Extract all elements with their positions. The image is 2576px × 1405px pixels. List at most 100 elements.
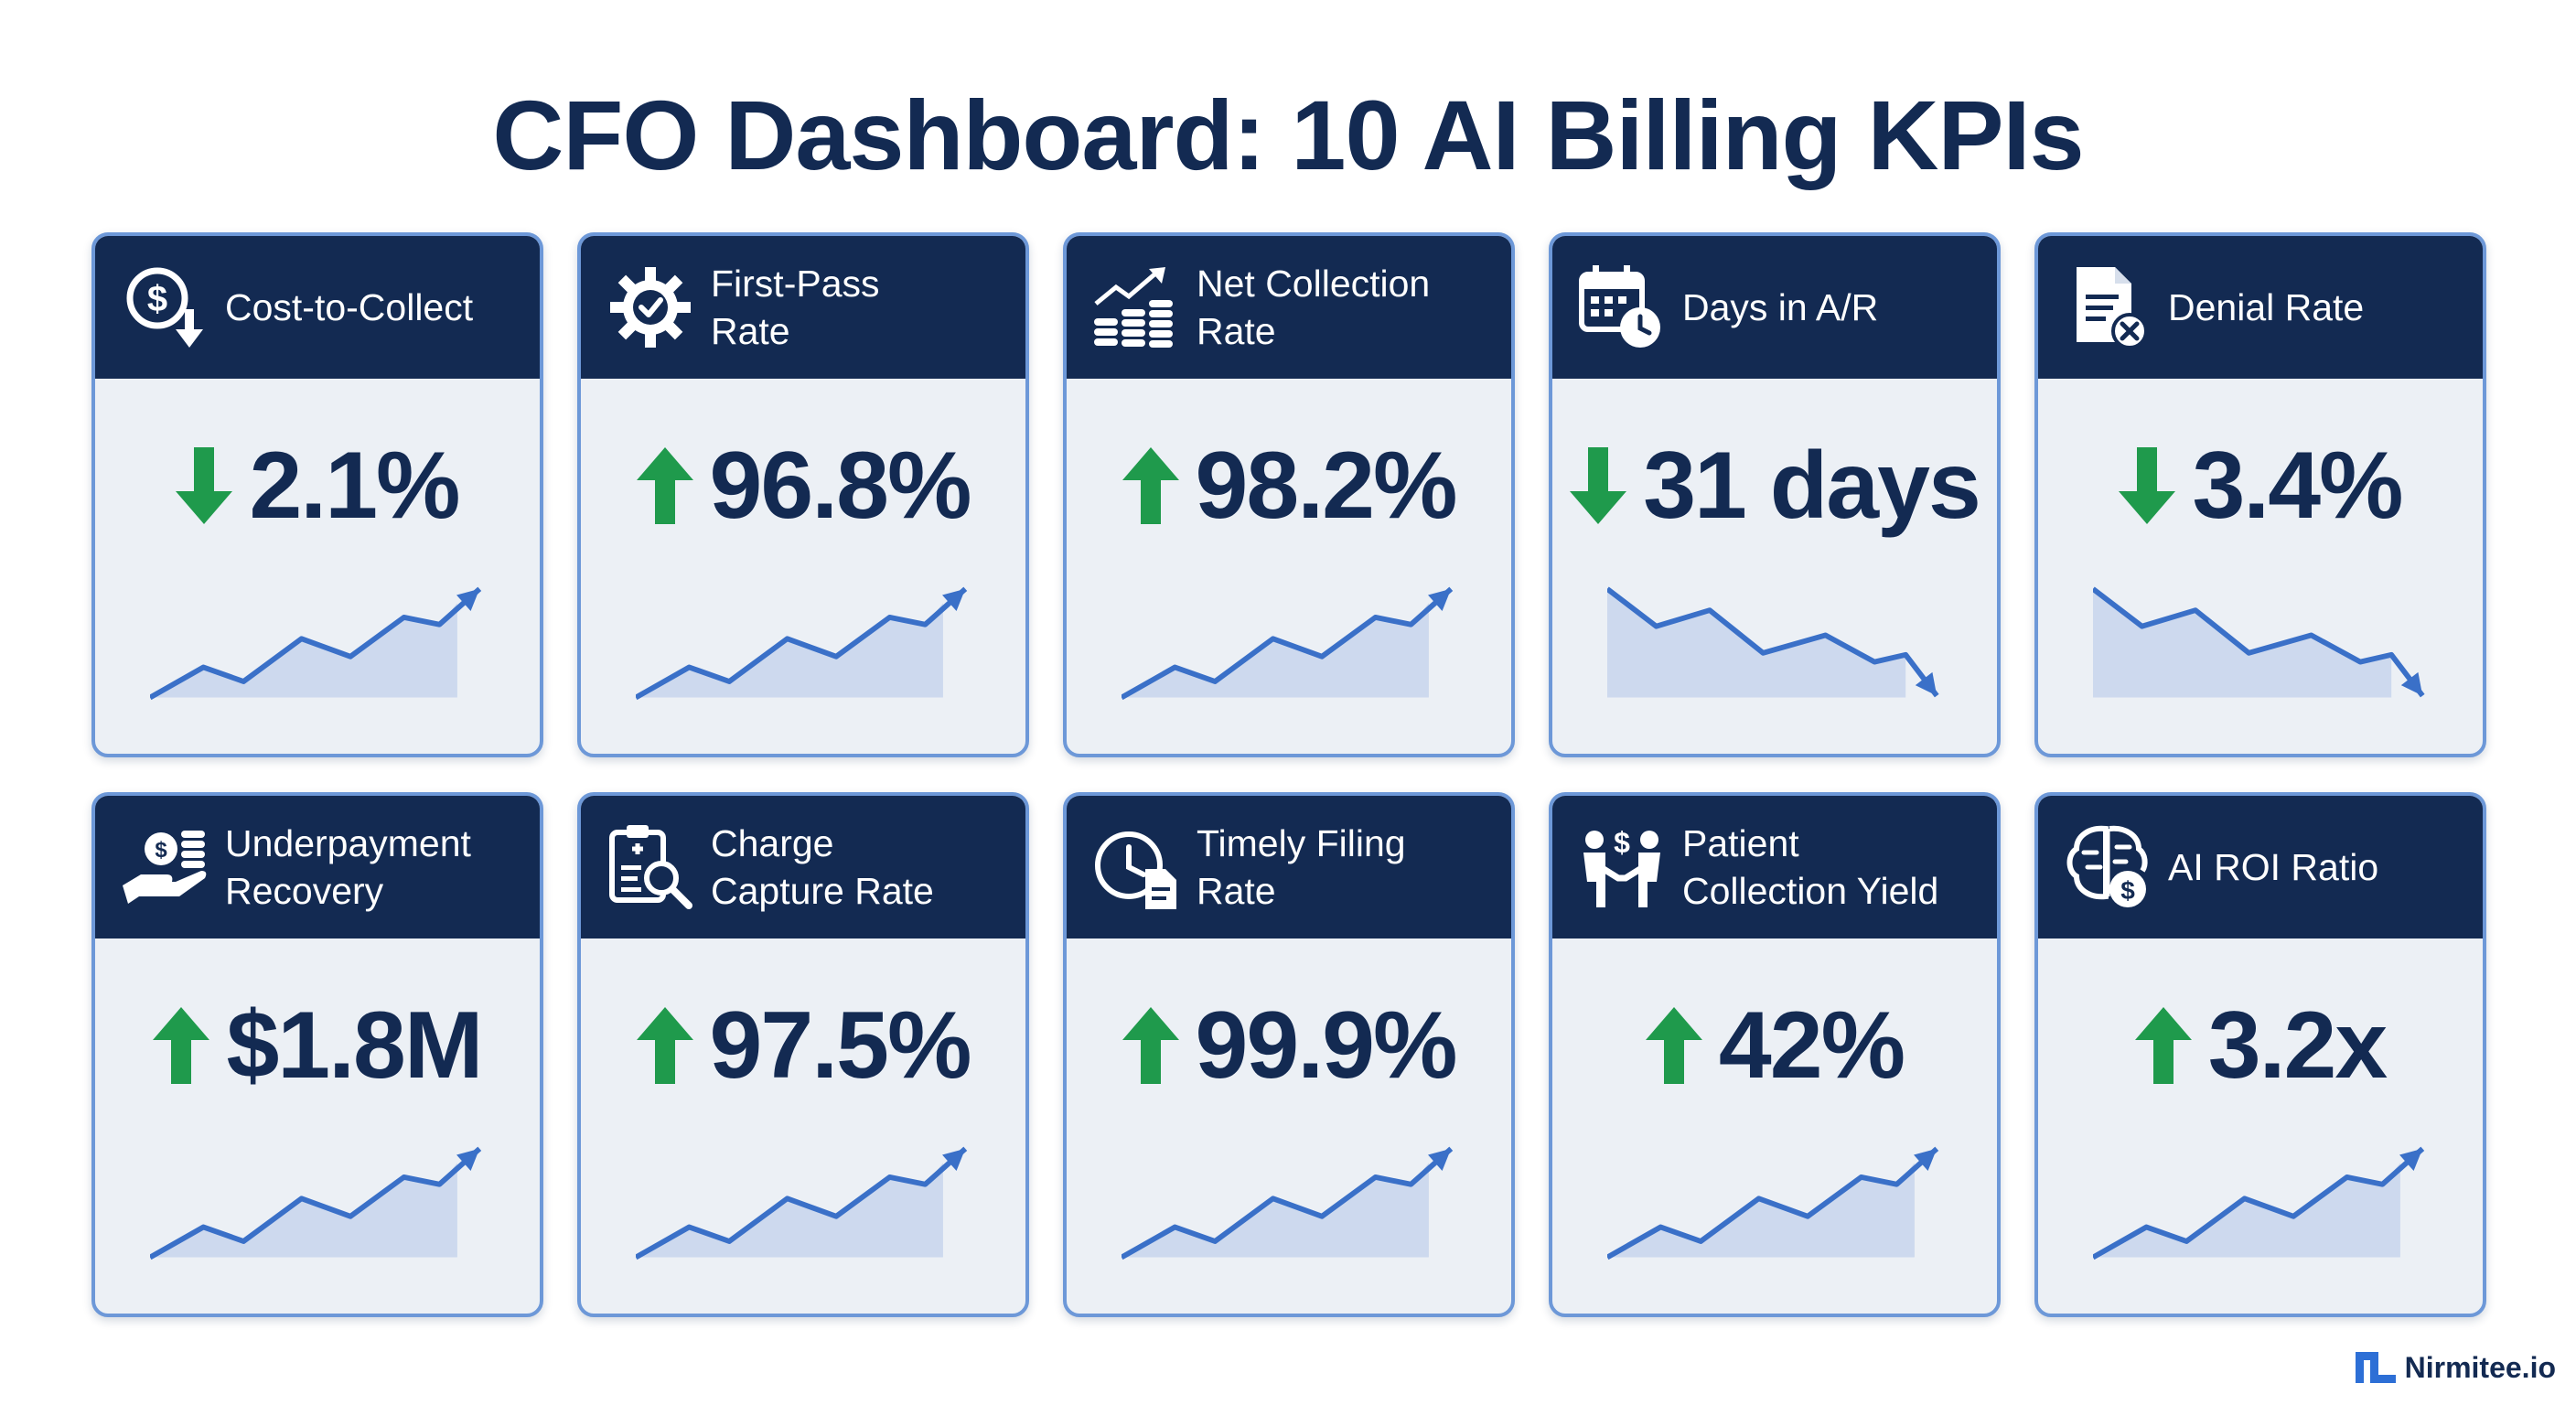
kpi-label: Days in A/R: [1682, 286, 1879, 328]
arrow-up-icon: [1122, 1007, 1179, 1084]
kpi-value: 31 days: [1643, 433, 1981, 539]
arrow-down-icon: [176, 447, 233, 524]
kpi-label: Timely Filing Rate: [1197, 822, 1406, 912]
kpi-value: 42%: [1718, 992, 1905, 1099]
kpi-card-header: Net Collection Rate: [1067, 236, 1511, 379]
arrow-up-icon: [2134, 1007, 2192, 1084]
kpi-card[interactable]: $ Underpayment Recovery $1.8M: [91, 792, 543, 1317]
kpi-value: 97.5%: [709, 992, 972, 1099]
trend-sparkline: [1607, 1146, 1939, 1260]
kpi-card-body: 2.1%: [95, 379, 540, 754]
sparkline-arrowhead: [2400, 671, 2423, 696]
kpi-card[interactable]: First-Pass Rate 96.8%: [577, 232, 1029, 757]
kpi-label: Underpayment Recovery: [225, 822, 471, 912]
sparkline-arrowhead: [456, 1148, 480, 1172]
trend-sparkline: [2093, 1146, 2425, 1260]
kpi-card[interactable]: Net Collection Rate 98.2%: [1063, 232, 1515, 757]
kpi-value: 96.8%: [709, 433, 972, 539]
brand-name: Nirmitee.io: [2404, 1350, 2556, 1384]
kpi-metric: 99.9%: [1067, 995, 1511, 1096]
kpi-metric: 97.5%: [581, 995, 1025, 1096]
kpi-label: Patient Collection Yield: [1682, 822, 1939, 912]
brand[interactable]: Nirmitee.io: [2355, 1350, 2556, 1385]
kpi-card-header: $ Patient Collection Yield: [1552, 796, 1997, 938]
kpi-card-body: $1.8M: [95, 938, 540, 1314]
trend-sparkline: [636, 1146, 968, 1260]
trend-sparkline: [1122, 1146, 1454, 1260]
kpi-card-header: $ Underpayment Recovery: [95, 796, 540, 938]
svg-text:$: $: [155, 838, 167, 863]
gear-check-icon: [610, 267, 691, 348]
sparkline-line: [2093, 586, 2425, 698]
kpi-label: AI ROI Ratio: [2168, 846, 2379, 888]
dollar-down-icon: $: [126, 267, 203, 348]
sparkline-area: [1607, 1163, 1915, 1258]
brain-dollar-icon: $: [2066, 825, 2148, 907]
trend-sparkline: [2093, 586, 2425, 698]
svg-text:$: $: [147, 279, 167, 319]
kpi-card-body: 99.9%: [1067, 938, 1511, 1314]
sparkline-arrowhead: [942, 1148, 966, 1172]
kpi-card-header: $ Cost-to-Collect: [95, 236, 540, 379]
sparkline-area: [1122, 1163, 1429, 1258]
kpi-card-body: 42%: [1552, 938, 1997, 1314]
sparkline-arrowhead: [1428, 1148, 1452, 1172]
kpi-grid: $ Cost-to-Collect 2.1% First-Pass Rate 96.8% N…: [91, 232, 2486, 1317]
sparkline-line: [1607, 586, 1939, 698]
sparkline-arrowhead: [456, 588, 480, 612]
kpi-card-body: 3.4%: [2038, 379, 2483, 754]
sparkline-area: [1122, 603, 1429, 698]
kpi-metric: 42%: [1552, 995, 1997, 1096]
kpi-label: Denial Rate: [2168, 286, 2365, 328]
sparkline-area: [636, 603, 943, 698]
kpi-card[interactable]: $ Patient Collection Yield 42%: [1549, 792, 2001, 1317]
kpi-value: $1.8M: [226, 992, 483, 1099]
kpi-metric: 98.2%: [1067, 435, 1511, 536]
kpi-label: Cost-to-Collect: [225, 286, 474, 328]
arrow-up-icon: [1645, 1007, 1702, 1084]
kpi-metric: 3.2x: [2038, 995, 2483, 1096]
calendar-clock-icon: [1579, 265, 1660, 348]
kpi-card-header: Denial Rate: [2038, 236, 2483, 379]
trend-sparkline: [150, 1146, 482, 1260]
sparkline-arrowhead: [1915, 671, 1937, 696]
arrow-up-icon: [636, 447, 693, 524]
kpi-metric: $1.8M: [95, 995, 540, 1096]
kpi-card[interactable]: Days in A/R 31 days: [1549, 232, 2001, 757]
handshake-dollar-icon: $: [1583, 826, 1660, 907]
svg-text:$: $: [1614, 826, 1630, 859]
kpi-metric: 96.8%: [581, 435, 1025, 536]
kpi-value: 3.4%: [2192, 433, 2403, 539]
coins-growth-icon: [1094, 267, 1173, 348]
trend-sparkline: [1122, 586, 1454, 701]
kpi-card[interactable]: Charge Capture Rate 97.5%: [577, 792, 1029, 1317]
kpi-metric: 3.4%: [2038, 435, 2483, 536]
kpi-value: 98.2%: [1195, 433, 1458, 539]
kpi-value: 99.9%: [1195, 992, 1458, 1099]
kpi-card[interactable]: $ Cost-to-Collect 2.1%: [91, 232, 543, 757]
sparkline-line: [1607, 1146, 1939, 1260]
trend-sparkline: [150, 586, 482, 701]
kpi-card-body: 98.2%: [1067, 379, 1511, 754]
sparkline-arrowhead: [1428, 588, 1452, 612]
kpi-card-header: $ AI ROI Ratio: [2038, 796, 2483, 938]
kpi-card-header: First-Pass Rate: [581, 236, 1025, 379]
arrow-up-icon: [636, 1007, 693, 1084]
kpi-label: Net Collection Rate: [1197, 263, 1431, 352]
sparkline-line: [636, 1146, 968, 1260]
kpi-card-header: Days in A/R: [1552, 236, 1997, 379]
arrow-up-icon: [1122, 447, 1179, 524]
sparkline-arrowhead: [1914, 1148, 1937, 1172]
kpi-card[interactable]: Denial Rate 3.4%: [2034, 232, 2486, 757]
sparkline-area: [150, 1163, 457, 1258]
document-x-icon: [2077, 267, 2148, 349]
kpi-card[interactable]: $ AI ROI Ratio 3.2x: [2034, 792, 2486, 1317]
kpi-value: 3.2x: [2207, 992, 2388, 1099]
kpi-card-body: 3.2x: [2038, 938, 2483, 1314]
arrow-up-icon: [153, 1007, 210, 1084]
sparkline-line: [150, 586, 482, 701]
kpi-label: Charge Capture Rate: [711, 822, 934, 912]
sparkline-arrowhead: [2399, 1148, 2423, 1172]
kpi-card[interactable]: Timely Filing Rate 99.9%: [1063, 792, 1515, 1317]
sparkline-area: [636, 1163, 943, 1258]
